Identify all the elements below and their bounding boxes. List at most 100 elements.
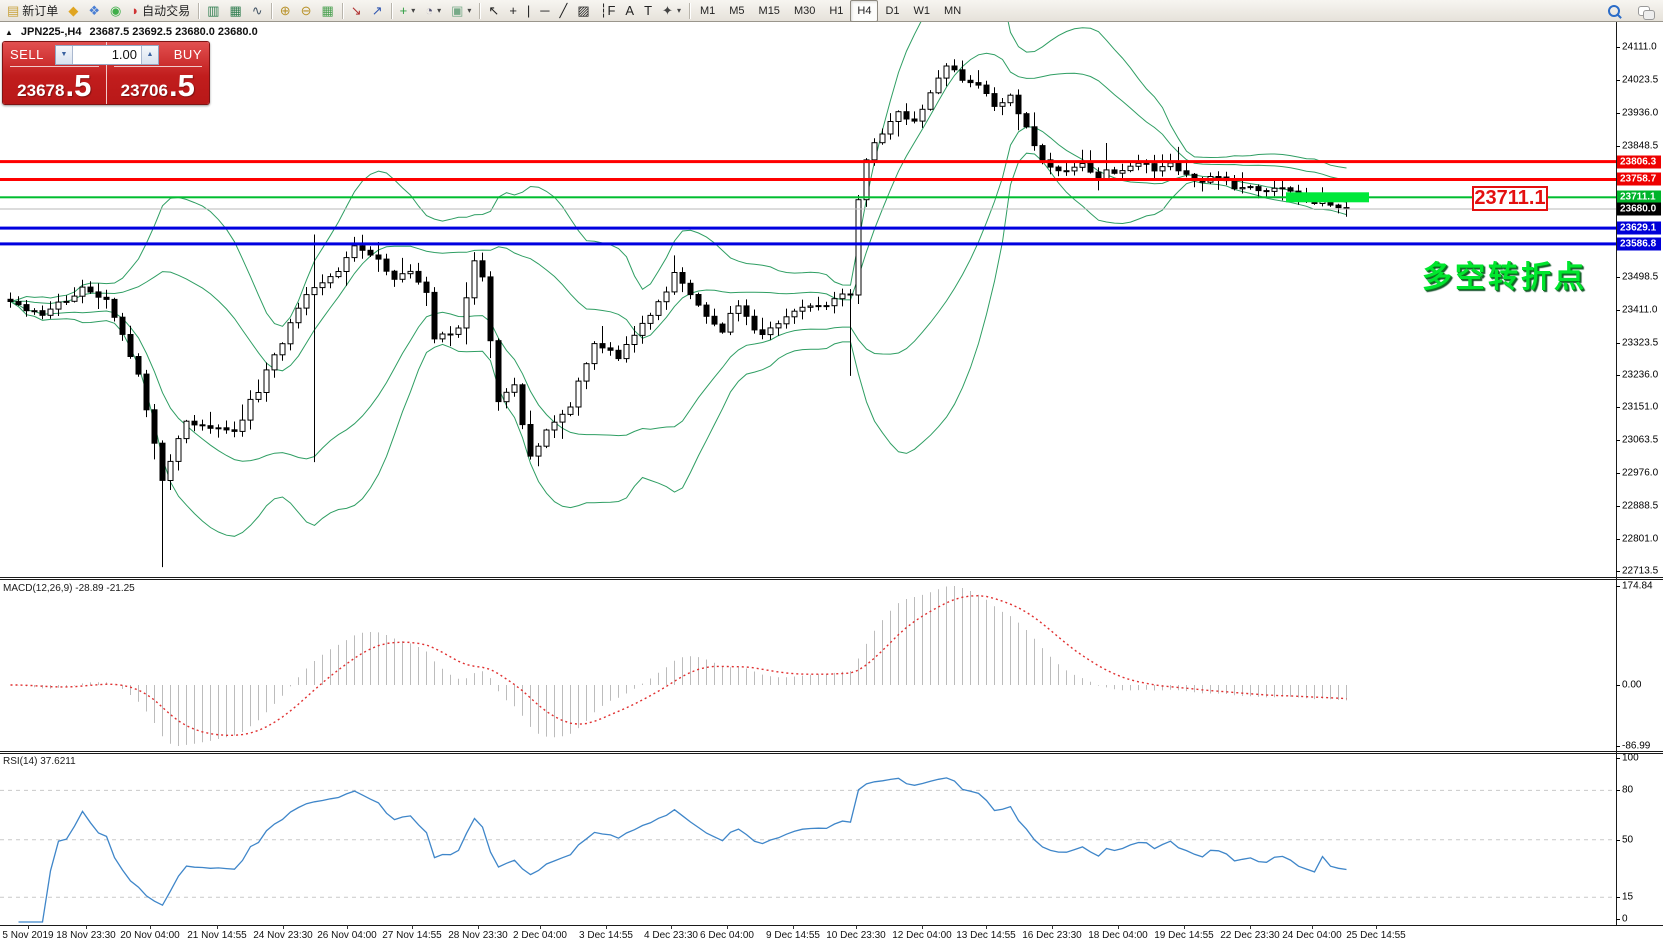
collapse-icon[interactable]: ▲ <box>5 27 13 37</box>
time-tick <box>856 925 857 929</box>
candle-body <box>647 314 654 324</box>
volume-decrease-button[interactable]: ▼ <box>56 46 73 64</box>
timeframe-button-mn[interactable]: MN <box>944 4 962 17</box>
timeframe-button-m1[interactable]: M1 <box>699 4 716 17</box>
candle-body <box>335 271 342 278</box>
timeframe-button-m5[interactable]: M5 <box>729 4 745 17</box>
rsi-pane-divider[interactable] <box>0 751 1663 754</box>
community-icon[interactable]: ❖ <box>83 0 105 22</box>
main-toolbar: ▤ 新订单 ◆ ❖ ◉ ◗ 自动交易 ▥ ▦ ∿ ⊕ ⊖ ▦ ↘ ↗ + ▾ ◔ ▾ ▣ ▾ ↖ + | ─ ╱ ▨ ┆F A T ✦ ▾ M1… <box>0 0 1663 22</box>
gold-icon[interactable]: ◆ <box>63 0 83 22</box>
candle-body <box>1007 94 1014 104</box>
price-tick-label: 24111.0 <box>1622 41 1657 53</box>
time-tick <box>671 925 672 929</box>
time-tick-label: 20 Nov 04:00 <box>120 930 180 941</box>
zoom-in-icon[interactable]: ⊕ <box>275 0 296 22</box>
candle-body <box>639 322 646 336</box>
timeframe-button-m15[interactable]: M15 <box>758 4 780 17</box>
timeframe-button-d1[interactable]: D1 <box>885 4 900 17</box>
candle-body <box>855 199 862 296</box>
candle-body <box>1151 163 1158 172</box>
period-clock-button[interactable]: ◔ ▾ <box>420 0 446 22</box>
time-tick-label: 18 Nov 23:30 <box>56 930 116 941</box>
macd-indicator-pane[interactable] <box>0 580 1616 751</box>
candle-body <box>399 273 406 280</box>
candle-body <box>1111 169 1118 174</box>
candle-body <box>343 257 350 273</box>
candlestick-chart-icon[interactable]: ▦ <box>224 0 246 22</box>
autotrade-button[interactable]: ◗ 自动交易 <box>126 0 195 22</box>
buy-button[interactable]: BUY <box>113 42 202 67</box>
volume-increase-button[interactable]: ▲ <box>141 46 158 64</box>
equidistant-channel-icon[interactable]: ▨ <box>572 0 594 22</box>
timeframe-button-h4[interactable]: H4 <box>850 0 879 22</box>
search-button[interactable] <box>1603 0 1625 22</box>
time-tick <box>86 925 87 929</box>
text-icon[interactable]: A <box>620 0 639 22</box>
candle-body <box>951 65 958 71</box>
price-tick <box>1616 375 1620 376</box>
macd-pane-divider[interactable] <box>0 577 1663 580</box>
timeframe-button-w1[interactable]: W1 <box>913 4 931 17</box>
candle-body <box>519 384 526 426</box>
timeframe-button-m30[interactable]: M30 <box>793 4 816 17</box>
sell-panel[interactable]: SELL 23678 .5 <box>3 42 107 104</box>
candle-body <box>191 420 198 426</box>
candle-body <box>791 310 798 318</box>
time-tick-label: 18 Dec 04:00 <box>1088 930 1148 941</box>
candle-body <box>1087 163 1094 173</box>
cursor-icon[interactable]: ↖ <box>483 0 504 22</box>
candle-body <box>783 316 790 325</box>
line-chart-icon[interactable]: ∿ <box>247 0 268 22</box>
price-tick <box>1616 407 1620 408</box>
zoom-out-icon[interactable]: ⊖ <box>296 0 317 22</box>
candle-body <box>847 293 854 296</box>
pivot-line-price-label: 23711.1 <box>1617 190 1661 204</box>
timeframe-button-h1[interactable]: H1 <box>829 4 844 17</box>
template-button[interactable]: ▣ ▾ <box>446 0 476 22</box>
candle-body <box>663 291 670 303</box>
bid-price-line-price-label: 23680.0 <box>1617 202 1661 216</box>
rsi-indicator-pane[interactable] <box>0 754 1616 925</box>
candle-body <box>895 111 902 122</box>
macd-tick-label: 174.84 <box>1622 580 1653 592</box>
sell-button[interactable]: SELL <box>10 42 99 67</box>
price-annotation-box[interactable]: 23711.1 <box>1472 186 1548 211</box>
candle-body <box>1255 186 1262 192</box>
autotrade-button-label: 自动交易 <box>142 4 191 18</box>
vertical-line-icon[interactable]: | <box>522 0 535 22</box>
shapes-icon[interactable]: ✦ ▾ <box>657 0 686 22</box>
time-tick <box>540 925 541 929</box>
add-chart-button[interactable]: + ▾ <box>395 0 421 22</box>
candle-body <box>15 301 22 306</box>
indicators-window-icon[interactable]: ↘ <box>346 0 367 22</box>
sell-price-main: 23678 <box>17 81 65 100</box>
candle-body <box>159 442 166 481</box>
bar-chart-icon[interactable]: ▥ <box>202 0 224 22</box>
candle-body <box>1031 126 1038 147</box>
data-window-icon[interactable]: ↗ <box>367 0 388 22</box>
resistance-line-lower-price-label: 23758.7 <box>1617 172 1661 186</box>
horizontal-line-icon[interactable]: ─ <box>535 0 554 22</box>
horizontal-line-icon: ─ <box>540 3 550 18</box>
pivot-highlight-segment[interactable] <box>1286 192 1369 203</box>
turning-point-note: 多空转折点 <box>1422 261 1587 294</box>
candle-body <box>1175 162 1182 172</box>
price-tick-label: 23323.5 <box>1622 337 1659 349</box>
candle-body <box>975 82 982 86</box>
candle-body <box>719 323 726 333</box>
candle-body <box>1215 176 1222 178</box>
text-label-icon[interactable]: T <box>639 0 657 22</box>
new-order-button[interactable]: ▤ 新订单 <box>2 0 63 22</box>
time-tick-label: 28 Nov 23:30 <box>448 930 508 941</box>
chat-button[interactable] <box>1633 0 1655 22</box>
rsi-tick-label: 50 <box>1622 834 1634 846</box>
crosshair-icon[interactable]: + <box>504 0 522 22</box>
gold-icon: ◆ <box>68 3 79 18</box>
fibonacci-icon[interactable]: ┆F <box>595 0 621 22</box>
trendline-icon[interactable]: ╱ <box>555 0 573 22</box>
tile-windows-icon[interactable]: ▦ <box>317 0 339 22</box>
signal-icon[interactable]: ◉ <box>105 0 126 22</box>
price-chart-pane[interactable] <box>0 22 1616 577</box>
volume-input[interactable]: 1.00 <box>111 47 137 62</box>
